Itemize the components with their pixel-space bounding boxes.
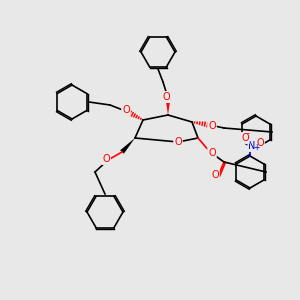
Text: O: O — [122, 105, 130, 115]
Text: O: O — [208, 121, 216, 131]
Text: O: O — [208, 148, 216, 158]
Text: O: O — [162, 92, 170, 102]
Text: O: O — [102, 154, 110, 164]
Text: -: - — [246, 130, 250, 139]
Text: O: O — [241, 133, 249, 143]
Text: O: O — [211, 170, 219, 180]
Text: N: N — [248, 141, 256, 151]
Polygon shape — [120, 138, 135, 154]
Text: O: O — [256, 138, 264, 148]
Text: +: + — [253, 142, 259, 152]
Polygon shape — [166, 98, 170, 115]
Text: O: O — [174, 137, 182, 147]
